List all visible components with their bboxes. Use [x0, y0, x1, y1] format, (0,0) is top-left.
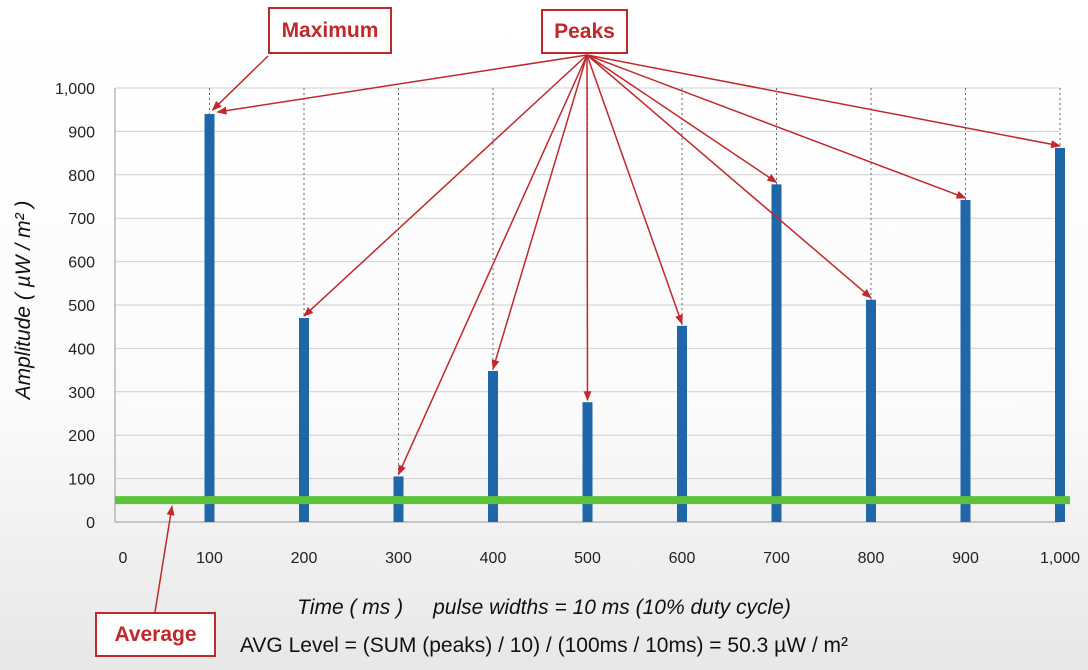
- bar: [299, 318, 309, 522]
- x-tick-label: 300: [385, 550, 412, 567]
- bar: [1055, 147, 1065, 522]
- y-tick-label: 600: [68, 255, 95, 272]
- peaks-arrow: [586, 54, 872, 299]
- x-tick-label: 400: [480, 550, 507, 567]
- x-tick-label: 900: [952, 550, 979, 567]
- y-axis-label: Amplitude ( µW / m² ): [12, 200, 35, 400]
- y-tick-label: 300: [68, 385, 95, 402]
- bar: [488, 370, 498, 522]
- y-tick-label: 1,000: [55, 81, 95, 98]
- bar: [677, 325, 687, 522]
- average-annotation: Average: [95, 612, 216, 657]
- peaks-arrow: [583, 54, 592, 402]
- bar: [204, 114, 215, 522]
- y-tick-label: 900: [68, 124, 95, 141]
- peaks-annotation: Peaks: [541, 9, 628, 54]
- peaks-arrow: [303, 54, 588, 317]
- pulse-width-note: pulse widths = 10 ms (10% duty cycle): [433, 596, 791, 619]
- x-tick-label: 100: [196, 550, 223, 567]
- x-tick-label: 500: [574, 550, 601, 567]
- y-tick-label: 0: [86, 515, 95, 532]
- bar: [771, 184, 782, 522]
- x-tick-label: 200: [291, 550, 318, 567]
- y-tick-label: 700: [68, 211, 95, 228]
- peaks-arrow: [397, 54, 588, 476]
- x-tick-label: 800: [858, 550, 885, 567]
- y-tick-label: 100: [68, 472, 95, 489]
- bar: [582, 402, 593, 522]
- average-arrow: [154, 505, 175, 613]
- x-tick-label: 700: [763, 550, 790, 567]
- x-tick-label: 600: [669, 550, 696, 567]
- peaks-arrow: [586, 54, 778, 183]
- peaks-arrow: [586, 54, 683, 325]
- x-axis-label-line: Time ( ms ) pulse widths = 10 ms (10% dut…: [0, 596, 1088, 620]
- maximum-arrow: [211, 55, 269, 111]
- x-axis-label: Time ( ms ): [297, 596, 404, 619]
- y-tick-label: 200: [68, 428, 95, 445]
- average-formula: AVG Level = (SUM (peaks) / 10) / (100ms …: [239, 634, 849, 657]
- bar: [960, 199, 971, 523]
- maximum-annotation: Maximum: [268, 7, 392, 54]
- bar: [866, 299, 876, 522]
- peaks-arrow: [586, 54, 1061, 149]
- y-tick-label: 800: [68, 168, 95, 185]
- peaks-arrow: [491, 54, 588, 370]
- y-tick-label: 400: [68, 341, 95, 358]
- x-tick-label: 0: [119, 550, 128, 567]
- peaks-arrow: [586, 54, 967, 199]
- y-tick-label: 500: [68, 298, 95, 315]
- peaks-arrow: [216, 54, 588, 115]
- x-tick-label: 1,000: [1040, 550, 1080, 567]
